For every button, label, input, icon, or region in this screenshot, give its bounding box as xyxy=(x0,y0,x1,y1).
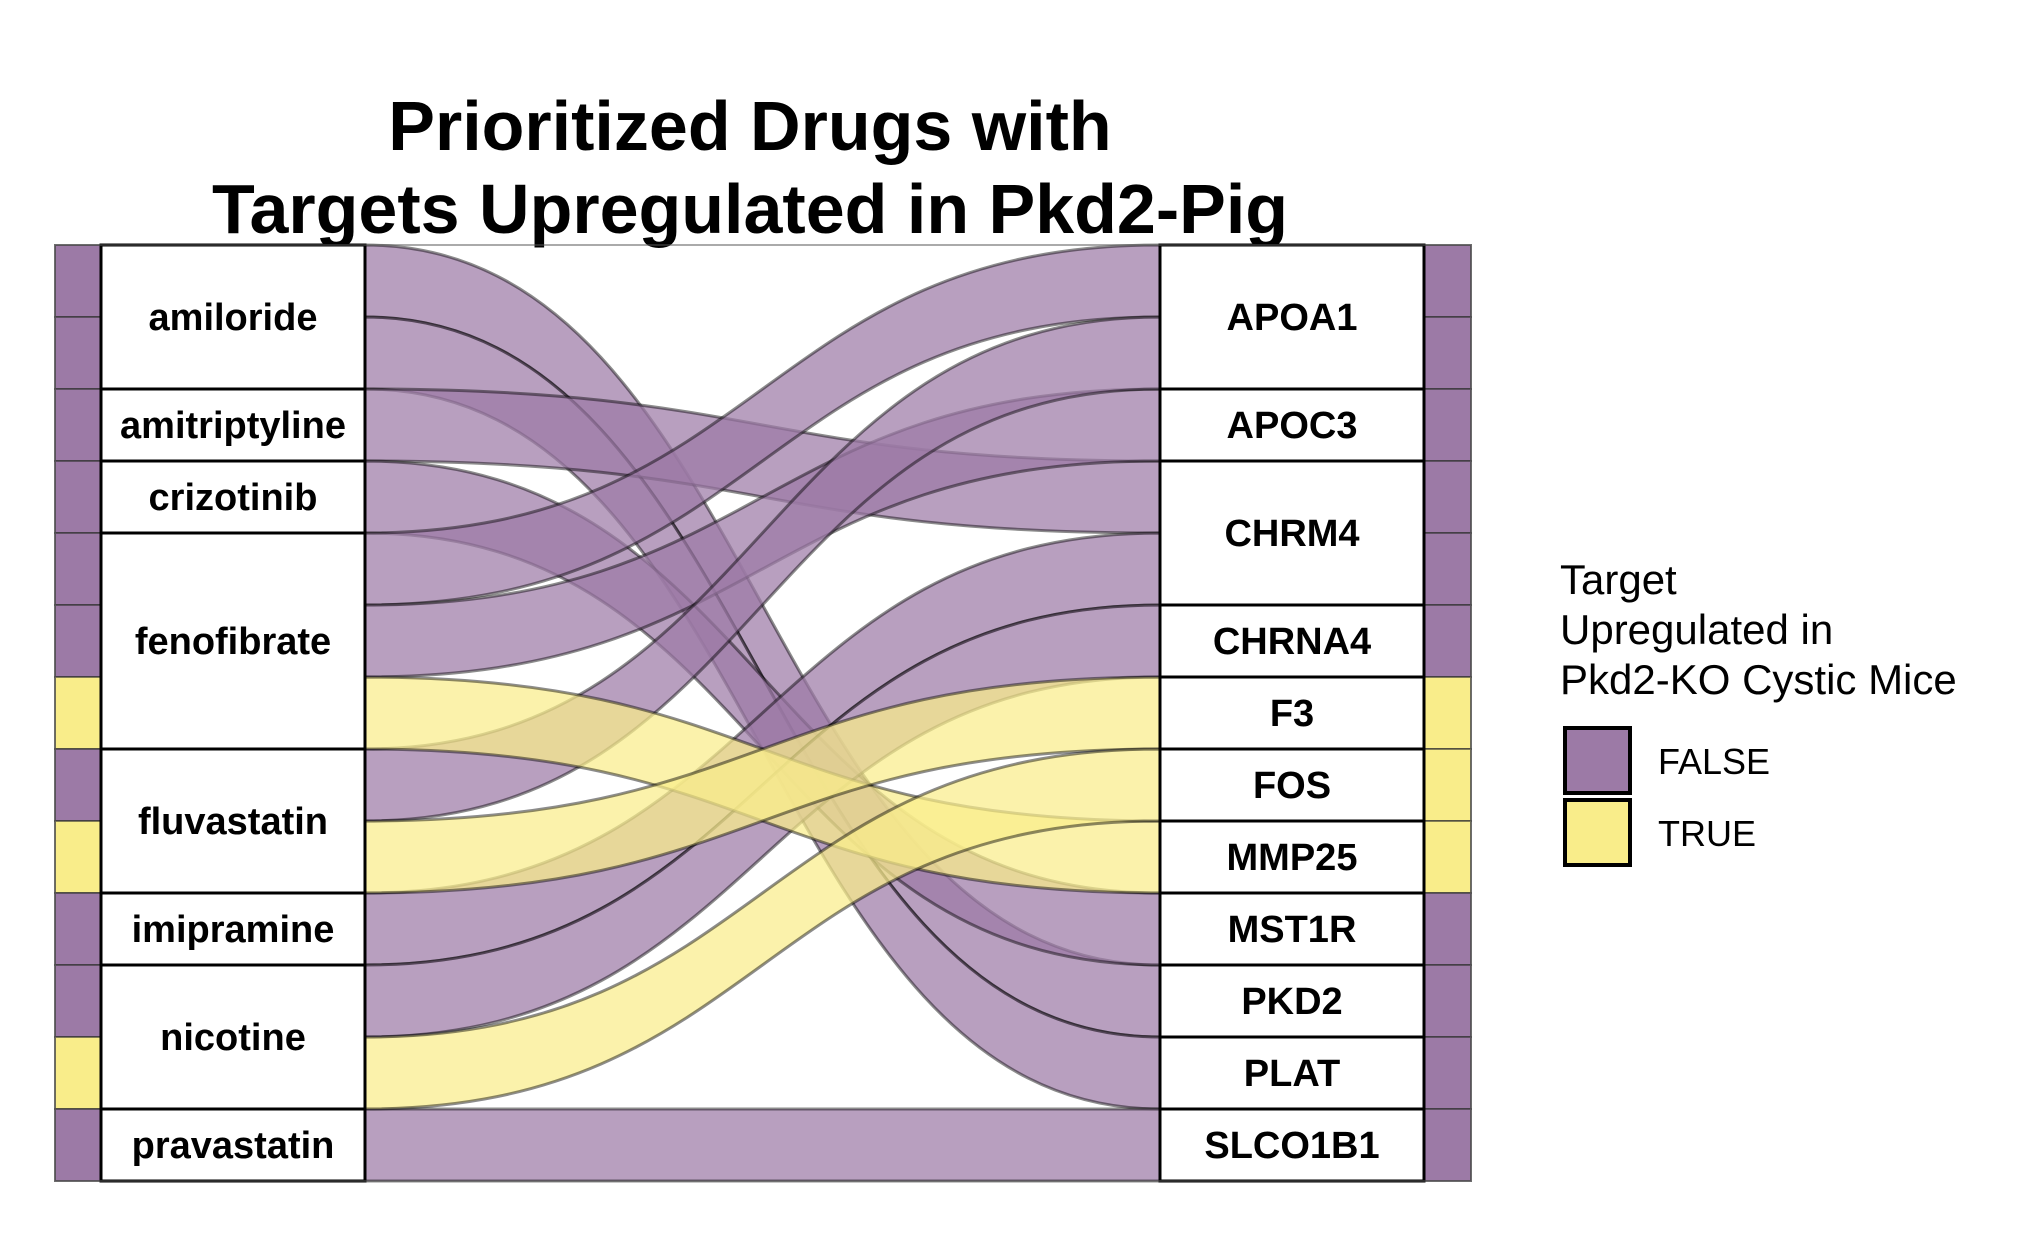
target-stratum-label-apoa1: APOA1 xyxy=(1227,297,1358,339)
left-lode-crizotinib-mst1r xyxy=(54,460,102,534)
target-stratum-chrm4 xyxy=(1158,459,1426,607)
right-lode-amitriptyline-chrm4 xyxy=(1423,460,1472,534)
drug-stratum-amitriptyline xyxy=(99,387,367,463)
left-lode-fenofibrate-apoc3 xyxy=(54,604,102,678)
left-lode-fluvastatin-f3 xyxy=(54,820,102,894)
legend-label-false: FALSE xyxy=(1658,741,1770,782)
drug-stratum-label-fluvastatin: fluvastatin xyxy=(138,801,328,843)
drug-stratum-label-crizotinib: crizotinib xyxy=(149,477,318,519)
target-stratum-f3 xyxy=(1158,675,1426,751)
left-lode-fenofibrate-mmp25 xyxy=(54,676,102,750)
target-stratum-label-f3: F3 xyxy=(1270,693,1314,735)
drug-stratum-label-imipramine: imipramine xyxy=(132,909,335,951)
left-lode-imipramine-chrm4 xyxy=(54,892,102,966)
target-stratum-fos xyxy=(1158,747,1426,823)
strata-layer: amiloride amitriptyline crizotinib fenofibr… xyxy=(54,243,1472,1183)
left-lode-amiloride-plat xyxy=(54,316,102,390)
legend-title-line-3: Pkd2-KO Cystic Mice xyxy=(1560,656,1957,703)
right-lode-pravastatin-slco1b1 xyxy=(1423,1108,1472,1182)
target-stratum-pkd2 xyxy=(1158,963,1426,1039)
drug-stratum-imipramine xyxy=(99,891,367,967)
legend-label-true: TRUE xyxy=(1658,813,1756,854)
flow-pravastatin-to-slco1b1 xyxy=(363,1107,1162,1183)
legend: Target Upregulated in Pkd2-KO Cystic Mic… xyxy=(1560,556,1957,867)
drug-stratum-label-pravastatin: pravastatin xyxy=(132,1125,335,1167)
right-lode-fenofibrate-apoa1 xyxy=(1423,244,1472,318)
drug-stratum-fenofibrate xyxy=(99,531,367,751)
target-stratum-apoc3 xyxy=(1158,387,1426,463)
right-lode-nicotine-chrna4 xyxy=(1423,604,1472,678)
left-lode-pravastatin-slco1b1 xyxy=(54,1108,102,1182)
drug-stratum-crizotinib xyxy=(99,459,367,535)
target-stratum-label-mst1r: MST1R xyxy=(1228,909,1357,951)
target-stratum-label-chrm4: CHRM4 xyxy=(1224,513,1359,555)
chart-title-line-1: Prioritized Drugs with xyxy=(388,87,1111,165)
drug-stratum-label-fenofibrate: fenofibrate xyxy=(135,621,331,663)
right-lode-fluvastatin-f3 xyxy=(1423,676,1472,750)
target-stratum-label-pkd2: PKD2 xyxy=(1241,981,1342,1023)
target-stratum-label-apoc3: APOC3 xyxy=(1227,405,1358,447)
target-stratum-plat xyxy=(1158,1035,1426,1111)
target-stratum-label-slco1b1: SLCO1B1 xyxy=(1204,1125,1379,1167)
target-stratum-label-chrna4: CHRNA4 xyxy=(1213,621,1371,663)
drug-stratum-label-amitriptyline: amitriptyline xyxy=(120,405,346,447)
right-lode-amiloride-plat xyxy=(1423,1036,1472,1110)
target-stratum-label-plat: PLAT xyxy=(1244,1053,1340,1095)
right-lode-fluvastatin-apoa1 xyxy=(1423,316,1472,390)
drug-stratum-label-nicotine: nicotine xyxy=(160,1017,306,1059)
target-stratum-slco1b1 xyxy=(1158,1107,1426,1183)
right-lode-crizotinib-mst1r xyxy=(1423,892,1472,966)
legend-title-line-2: Upregulated in xyxy=(1560,606,1833,653)
right-lode-fenofibrate-apoc3 xyxy=(1423,388,1472,462)
target-stratum-label-mmp25: MMP25 xyxy=(1227,837,1358,879)
legend-swatch-false xyxy=(1563,726,1632,795)
flow-layer xyxy=(363,243,1162,1183)
legend-swatch-true xyxy=(1563,798,1632,867)
left-lode-amiloride-pkd2 xyxy=(54,244,102,318)
plot-frame xyxy=(54,244,1472,1182)
chart-title-line-2: Targets Upregulated in Pkd2-Pig xyxy=(212,170,1288,248)
target-stratum-chrna4 xyxy=(1158,603,1426,679)
right-lode-nicotine-fos xyxy=(1423,748,1472,822)
left-lode-fluvastatin-apoa1 xyxy=(54,748,102,822)
left-lode-amitriptyline-chrm4 xyxy=(54,388,102,462)
left-lode-nicotine-fos xyxy=(54,1036,102,1110)
legend-title-line-1: Target xyxy=(1560,556,1677,603)
left-lode-fenofibrate-apoa1 xyxy=(54,532,102,606)
left-lode-nicotine-chrna4 xyxy=(54,964,102,1038)
target-stratum-label-fos: FOS xyxy=(1253,765,1331,807)
drug-stratum-label-amiloride: amiloride xyxy=(149,297,318,339)
drug-stratum-fluvastatin xyxy=(99,747,367,895)
target-stratum-mst1r xyxy=(1158,891,1426,967)
right-lode-amiloride-pkd2 xyxy=(1423,964,1472,1038)
drug-stratum-pravastatin xyxy=(99,1107,367,1183)
right-lode-fenofibrate-mmp25 xyxy=(1423,820,1472,894)
right-lode-imipramine-chrm4 xyxy=(1423,532,1472,606)
